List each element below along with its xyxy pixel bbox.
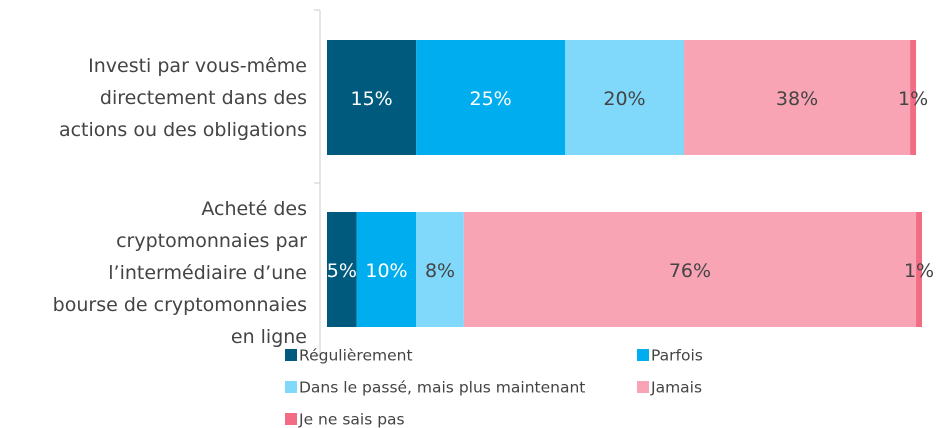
bar-segment bbox=[416, 40, 565, 155]
legend-label: Régulièrement bbox=[299, 347, 413, 365]
data-label: 38% bbox=[776, 88, 818, 110]
legend-swatch bbox=[637, 381, 649, 393]
category-label: Investi par vous-même directement dans d… bbox=[58, 54, 307, 141]
legend-swatch bbox=[285, 349, 297, 361]
bar-segment bbox=[916, 212, 922, 327]
bar-segment bbox=[910, 40, 917, 155]
legend-label: Jamais bbox=[650, 379, 702, 397]
data-label: 1% bbox=[898, 88, 928, 110]
bar-segment bbox=[327, 212, 357, 327]
data-label: 15% bbox=[351, 88, 393, 110]
data-label: 20% bbox=[603, 88, 645, 110]
bar-segment bbox=[565, 40, 684, 155]
data-label: 76% bbox=[669, 260, 711, 282]
bar-segment bbox=[356, 212, 417, 327]
bar-segment bbox=[416, 212, 464, 327]
legend-swatch bbox=[285, 413, 297, 425]
bar-segment bbox=[463, 212, 917, 327]
data-label: 5% bbox=[327, 260, 357, 282]
data-label: 25% bbox=[470, 88, 512, 110]
legend-label: Je ne sais pas bbox=[298, 411, 405, 428]
category-label: Acheté des cryptomonnaies par l’interméd… bbox=[52, 197, 307, 348]
bar-segment bbox=[684, 40, 911, 155]
data-label: 10% bbox=[365, 260, 407, 282]
legend-label: Parfois bbox=[651, 347, 703, 365]
data-label: 8% bbox=[425, 260, 455, 282]
bar-segment bbox=[327, 40, 417, 155]
legend-label: Dans le passé, mais plus maintenant bbox=[299, 379, 585, 397]
legend-swatch bbox=[285, 381, 297, 393]
legend-swatch bbox=[637, 349, 649, 361]
data-label: 1% bbox=[904, 260, 934, 282]
